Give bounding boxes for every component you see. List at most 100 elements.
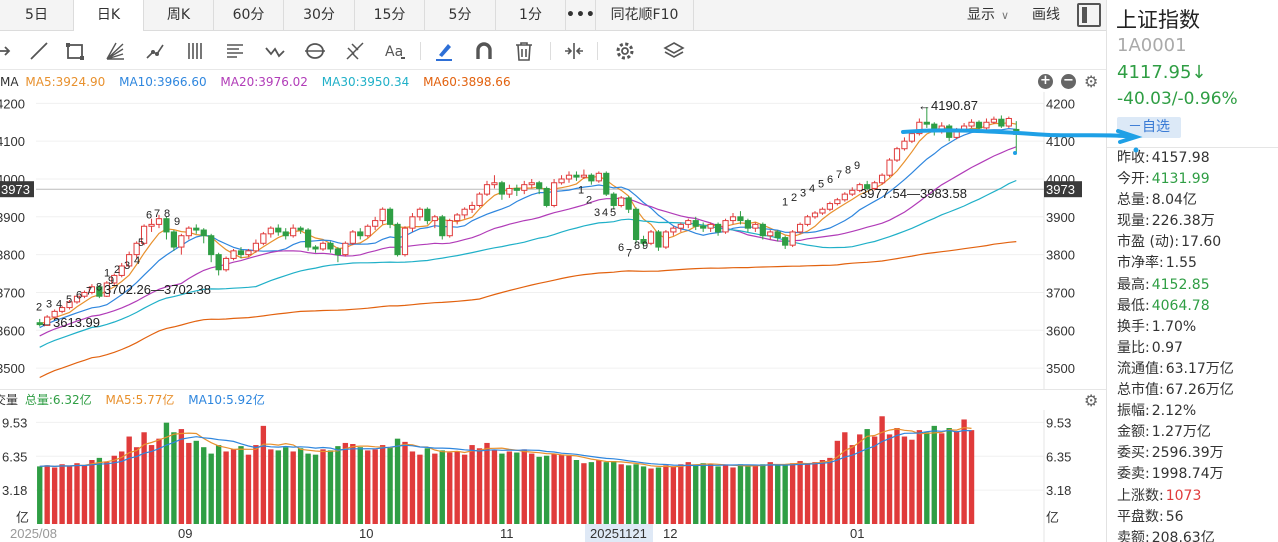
volume-bar	[536, 456, 542, 524]
remove-watchlist-button[interactable]: －自选	[1117, 117, 1181, 138]
candle-body	[975, 121, 983, 129]
td-count: 7	[836, 169, 842, 181]
zoom-in-icon[interactable]: +	[1038, 74, 1053, 89]
tab-f10[interactable]: 同花顺F10	[596, 0, 694, 31]
tab-1min[interactable]: 1分	[496, 0, 566, 31]
split-icon[interactable]	[560, 37, 588, 65]
volume-bar	[685, 462, 691, 524]
quote-panel: 上证指数 1A0001 4117.95↓ -40.03/-0.96% －自选 昨…	[1106, 0, 1278, 542]
volume-bar	[491, 450, 498, 524]
candle-body	[461, 208, 468, 216]
display-dropdown[interactable]: 显示 ∨	[955, 0, 1021, 31]
candle-body	[968, 121, 975, 127]
high-annotation: ←4190.87	[918, 98, 978, 113]
tab-5day[interactable]: 5日	[0, 0, 74, 31]
volume-bar	[640, 466, 647, 524]
volume-gear-icon[interactable]: ⚙	[1084, 391, 1099, 410]
candle-body	[774, 231, 781, 239]
volume-bar	[447, 452, 453, 524]
td-count: 9	[854, 160, 860, 172]
volume-bar	[715, 466, 721, 524]
settings-icon[interactable]	[611, 37, 639, 65]
draw-line-button[interactable]: 画线	[1032, 7, 1060, 23]
stat-label: 委卖:	[1117, 466, 1150, 483]
tab-5min[interactable]: 5分	[425, 0, 496, 31]
volume-bar	[260, 425, 267, 524]
tab-daily-k[interactable]: 日K	[74, 0, 144, 31]
stat-value: 1.27万亿	[1151, 424, 1211, 441]
candle-body	[983, 121, 990, 129]
gear-icon[interactable]: ⚙	[1084, 72, 1099, 91]
volume-unit-left: 亿	[16, 510, 29, 525]
volume-bar	[588, 462, 595, 524]
text-icon[interactable]: Aa	[381, 37, 409, 65]
text-lines-icon[interactable]	[221, 37, 249, 65]
tab-30min[interactable]: 30分	[284, 0, 355, 31]
candle-body	[468, 204, 476, 210]
channel-icon[interactable]	[181, 37, 209, 65]
path-icon[interactable]	[141, 37, 169, 65]
candle-body	[729, 216, 737, 222]
period-tab-bar: 5日 日K 周K 60分 30分 15分 5分 1分 ••• 同花顺F10 显示…	[0, 0, 1106, 31]
volume-bar	[372, 449, 378, 524]
td-count: 7	[86, 285, 92, 297]
fan-icon[interactable]	[101, 37, 129, 65]
wave-icon[interactable]	[261, 37, 289, 65]
candle-body	[185, 227, 192, 237]
magnet-icon[interactable]	[470, 37, 498, 65]
tab-more[interactable]: •••	[566, 0, 596, 31]
kline-chart[interactable]: 4200420041004100400040003900390038003800…	[0, 92, 1106, 390]
volume-bar	[700, 463, 706, 524]
volume-bar	[268, 449, 274, 524]
volume-bar	[469, 445, 475, 524]
volume-bar	[745, 466, 751, 524]
tab-weekly-k[interactable]: 周K	[144, 0, 214, 31]
td-count: 4	[134, 255, 140, 267]
arrow-icon[interactable]	[0, 37, 20, 65]
tab-15min[interactable]: 15分	[355, 0, 425, 31]
volume-bar	[461, 454, 468, 524]
candle-body	[796, 223, 804, 233]
zoom-out-icon[interactable]: −	[1061, 74, 1076, 89]
tab-60min[interactable]: 60分	[214, 0, 284, 31]
volume-bar	[857, 434, 863, 524]
volume-bar	[44, 465, 50, 524]
volume-bar	[275, 450, 281, 524]
brush-icon[interactable]	[430, 37, 458, 65]
volume-bar	[238, 446, 244, 524]
panel-toggle-icon[interactable]	[1077, 3, 1101, 27]
stat-row: 金额: 1.27万亿	[1107, 422, 1278, 443]
svg-text:Aa: Aa	[385, 44, 403, 60]
trash-icon[interactable]	[510, 37, 538, 65]
rectangle-icon[interactable]	[61, 37, 89, 65]
volume-bar	[842, 432, 848, 524]
layers-icon[interactable]	[660, 37, 688, 65]
volume-bar	[484, 442, 490, 524]
stat-value: 67.26万亿	[1165, 382, 1234, 399]
volume-tick-right: 3.18	[1046, 483, 1071, 498]
x-axis-label: 20251121	[590, 526, 647, 541]
candle-body	[767, 231, 774, 237]
stat-label: 流通值:	[1117, 360, 1164, 377]
candle-body	[133, 242, 140, 256]
line-icon[interactable]	[25, 37, 53, 65]
td-count: 6	[76, 290, 82, 302]
stat-value: 56	[1165, 508, 1184, 525]
y-tick-left: 4100	[0, 134, 25, 149]
volume-bar	[350, 444, 356, 524]
candle-body	[409, 216, 416, 229]
volume-bar	[879, 416, 885, 524]
x-axis-label: 01	[850, 526, 864, 541]
cycle-icon[interactable]	[301, 37, 329, 65]
volume-tick-right: 6.35	[1046, 449, 1071, 464]
x-axis-label: 09	[178, 526, 192, 541]
y-tick-left: 3500	[0, 361, 25, 376]
candle-body	[416, 208, 424, 218]
volume-bar	[387, 447, 393, 524]
td-count: 1	[578, 184, 584, 196]
fib-icon[interactable]	[341, 37, 369, 65]
index-change: -40.03/-0.96%	[1117, 89, 1238, 109]
stat-label: 金额:	[1117, 424, 1150, 441]
stat-value: 17.60	[1181, 234, 1222, 251]
